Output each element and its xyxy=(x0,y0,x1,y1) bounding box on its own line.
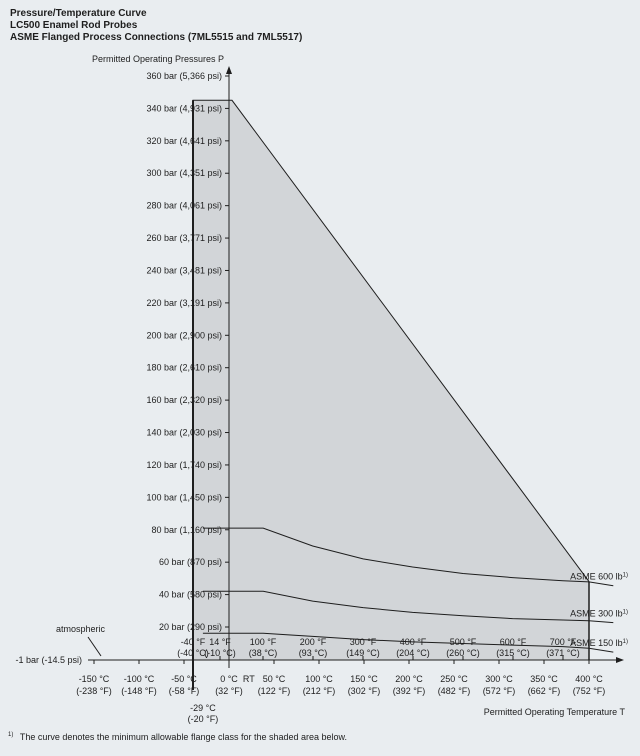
series-label: ASME 150 lb1) xyxy=(570,638,628,648)
rt-label: RT xyxy=(243,674,255,684)
series-label-marker: 1) xyxy=(623,610,628,616)
series-label-marker: 1) xyxy=(623,573,628,579)
y-tick-label: 100 bar (1,450 psi) xyxy=(146,492,222,502)
x-tick-sublabel-celsius: (212 °F) xyxy=(303,686,336,696)
x-tick-label-celsius: 400 °C xyxy=(575,674,603,684)
series-line-asme-600-lb xyxy=(202,527,614,587)
chart-title: Pressure/Temperature Curve xyxy=(10,8,147,19)
x-tick-label-fahrenheit: 600 °F xyxy=(500,637,527,647)
x-tick-sublabel-fahrenheit: (315 °C) xyxy=(496,648,530,658)
y-tick-label: 300 bar (4,351 psi) xyxy=(146,168,222,178)
y-tick-label: 240 bar (3,481 psi) xyxy=(146,265,222,275)
min-temp-label: -29 °C xyxy=(190,703,216,713)
x-tick-sublabel-fahrenheit: (371 °C) xyxy=(546,648,580,658)
x-tick-sublabel-celsius: (-58 °F) xyxy=(169,686,200,696)
x-tick-label-fahrenheit: 100 °F xyxy=(250,637,277,647)
x-tick-sublabel-celsius: (122 °F) xyxy=(258,686,291,696)
x-tick-label-fahrenheit: 300 °F xyxy=(350,637,377,647)
chart-title-block: Pressure/Temperature Curve LC500 Enamel … xyxy=(10,8,302,44)
y-tick-label: 280 bar (4,061 psi) xyxy=(146,201,222,211)
x-tick-sublabel-fahrenheit: (38 °C) xyxy=(249,648,278,658)
atmospheric-label: atmospheric xyxy=(56,624,106,634)
x-tick-sublabel-celsius: (572 °F) xyxy=(483,686,516,696)
x-tick-label-fahrenheit: 200 °F xyxy=(300,637,327,647)
x-tick-sublabel-fahrenheit: (204 °C) xyxy=(396,648,430,658)
x-tick-label-celsius: 300 °C xyxy=(485,674,513,684)
y-tick-label: 60 bar (870 psi) xyxy=(159,557,222,567)
x-tick-sublabel-celsius: (482 °F) xyxy=(438,686,471,696)
y-tick-label: 20 bar (290 psi) xyxy=(159,622,222,632)
y-tick-label: -1 bar (-14.5 psi) xyxy=(15,655,82,665)
y-tick-label: 120 bar (1,740 psi) xyxy=(146,460,222,470)
x-tick-label-celsius: 150 °C xyxy=(350,674,378,684)
y-tick-label: 320 bar (4,641 psi) xyxy=(146,136,222,146)
x-tick-sublabel-fahrenheit: (-10 °C) xyxy=(204,648,236,658)
x-tick-label-fahrenheit: -40 °F xyxy=(181,637,206,647)
x-tick-sublabel-celsius: (-148 °F) xyxy=(121,686,157,696)
y-tick-label: 260 bar (3,771 psi) xyxy=(146,233,222,243)
x-tick-sublabel-celsius: (752 °F) xyxy=(573,686,606,696)
x-tick-label-celsius: 0 °C xyxy=(220,674,238,684)
atmospheric-pointer xyxy=(87,636,102,657)
x-tick-sublabel-celsius: (302 °F) xyxy=(348,686,381,696)
x-tick-sublabel-fahrenheit: (-40 °C) xyxy=(177,648,209,658)
x-tick-sublabel-fahrenheit: (93 °C) xyxy=(299,648,328,658)
series-label-name: ASME 300 lb xyxy=(570,609,623,619)
y-tick-label: 40 bar (580 psi) xyxy=(159,590,222,600)
y-tick-label: 140 bar (2,030 psi) xyxy=(146,428,222,438)
footnote-marker: 1) xyxy=(8,732,14,738)
y-tick-label: 80 bar (1,160 psi) xyxy=(151,525,222,535)
x-tick-label-celsius: -100 °C xyxy=(124,674,155,684)
x-tick-label-celsius: 50 °C xyxy=(263,674,286,684)
y-tick-label: 220 bar (3,191 psi) xyxy=(146,298,222,308)
y-tick-label: 340 bar (4,931 psi) xyxy=(146,103,222,113)
x-tick-label-fahrenheit: 14 °F xyxy=(209,637,231,647)
y-axis-label: Permitted Operating Pressures P xyxy=(92,54,224,64)
footnote-text: The curve denotes the minimum allowable … xyxy=(19,732,348,742)
x-tick-sublabel-celsius: (392 °F) xyxy=(393,686,426,696)
series-line-asme-150-lb xyxy=(202,632,614,653)
series-label: ASME 600 lb1) xyxy=(570,572,628,582)
footnote: 1) The curve denotes the minimum allowab… xyxy=(8,732,347,742)
x-tick-label-celsius: 250 °C xyxy=(440,674,468,684)
x-tick-sublabel-fahrenheit: (149 °C) xyxy=(346,648,380,658)
chart-subtitle-2: ASME Flanged Process Connections (7ML551… xyxy=(10,32,303,43)
y-tick-label: 160 bar (2,320 psi) xyxy=(146,395,222,405)
series-label-name: ASME 150 lb xyxy=(570,638,623,648)
y-axis-arrow xyxy=(226,66,232,74)
x-tick-sublabel-celsius: (662 °F) xyxy=(528,686,561,696)
x-tick-sublabel-celsius: (32 °F) xyxy=(215,686,243,696)
series-label-marker: 1) xyxy=(623,639,628,645)
series-label-name: ASME 600 lb xyxy=(570,572,623,582)
y-tick-label: 200 bar (2,900 psi) xyxy=(146,330,222,340)
min-temp-sublabel: (-20 °F) xyxy=(188,714,219,724)
x-tick-sublabel-celsius: (-238 °F) xyxy=(76,686,112,696)
x-tick-label-celsius: 350 °C xyxy=(530,674,558,684)
series-line-asme-300-lb xyxy=(202,590,614,624)
x-axis-arrow xyxy=(616,657,624,663)
x-tick-label-celsius: -150 °C xyxy=(79,674,110,684)
chart-subtitle: LC500 Enamel Rod Probes xyxy=(10,20,138,31)
x-tick-label-fahrenheit: 700 °F xyxy=(550,637,577,647)
x-axis-label: Permitted Operating Temperature T xyxy=(484,707,626,717)
x-tick-label-celsius: -50 °C xyxy=(171,674,197,684)
y-tick-label: 180 bar (2,610 psi) xyxy=(146,363,222,373)
x-tick-label-celsius: 100 °C xyxy=(305,674,333,684)
y-tick-label: 360 bar (5,366 psi) xyxy=(146,71,222,81)
shaded-area xyxy=(192,99,590,661)
series-label: ASME 300 lb1) xyxy=(570,609,628,619)
x-tick-label-fahrenheit: 500 °F xyxy=(450,637,477,647)
x-tick-sublabel-fahrenheit: (260 °C) xyxy=(446,648,480,658)
x-tick-label-celsius: 200 °C xyxy=(395,674,423,684)
